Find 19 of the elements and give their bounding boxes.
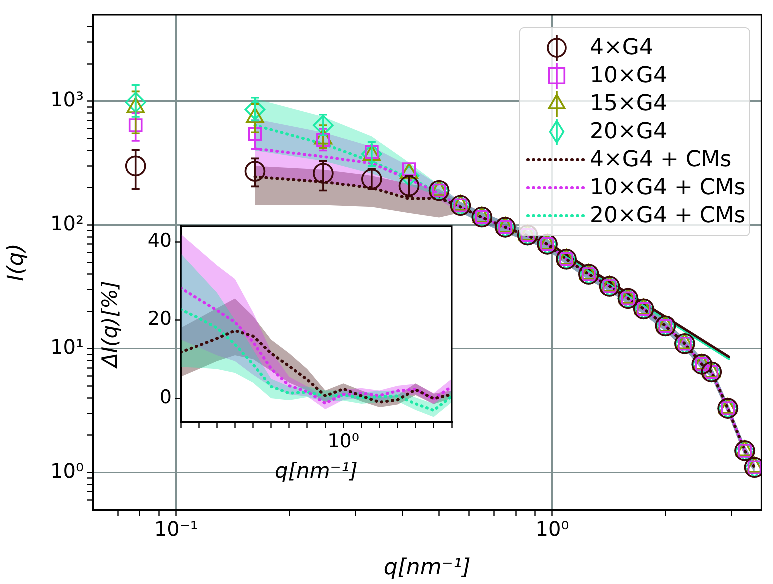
- legend-label: 20×G4: [590, 120, 668, 145]
- x-axis-title: q[nm⁻¹]: [275, 458, 358, 483]
- y-tick-label: 10³: [50, 88, 84, 112]
- y-tick-label: 40: [148, 230, 172, 252]
- y-tick-label: 10⁰: [50, 458, 84, 483]
- legend-label: 20×G4 + CMs: [590, 204, 746, 229]
- legend-label: 15×G4: [590, 92, 668, 117]
- legend-label: 4×G4 + CMs: [590, 148, 732, 173]
- x-axis-title: q[nm⁻¹]: [384, 556, 471, 581]
- y-axis-title: I(q): [4, 244, 29, 282]
- y-tick-label: 0: [160, 386, 172, 408]
- y-tick-label: 10¹: [50, 335, 84, 360]
- y-tick-label: 20: [148, 308, 172, 330]
- y-axis-title: ΔI(q)[%]: [98, 280, 122, 370]
- x-tick-label: 10⁻¹: [154, 517, 198, 542]
- legend-label: 4×G4: [590, 36, 654, 61]
- y-tick-label: 10²: [50, 211, 84, 236]
- legend-label: 10×G4 + CMs: [590, 176, 746, 201]
- legend-label: 10×G4: [590, 64, 668, 89]
